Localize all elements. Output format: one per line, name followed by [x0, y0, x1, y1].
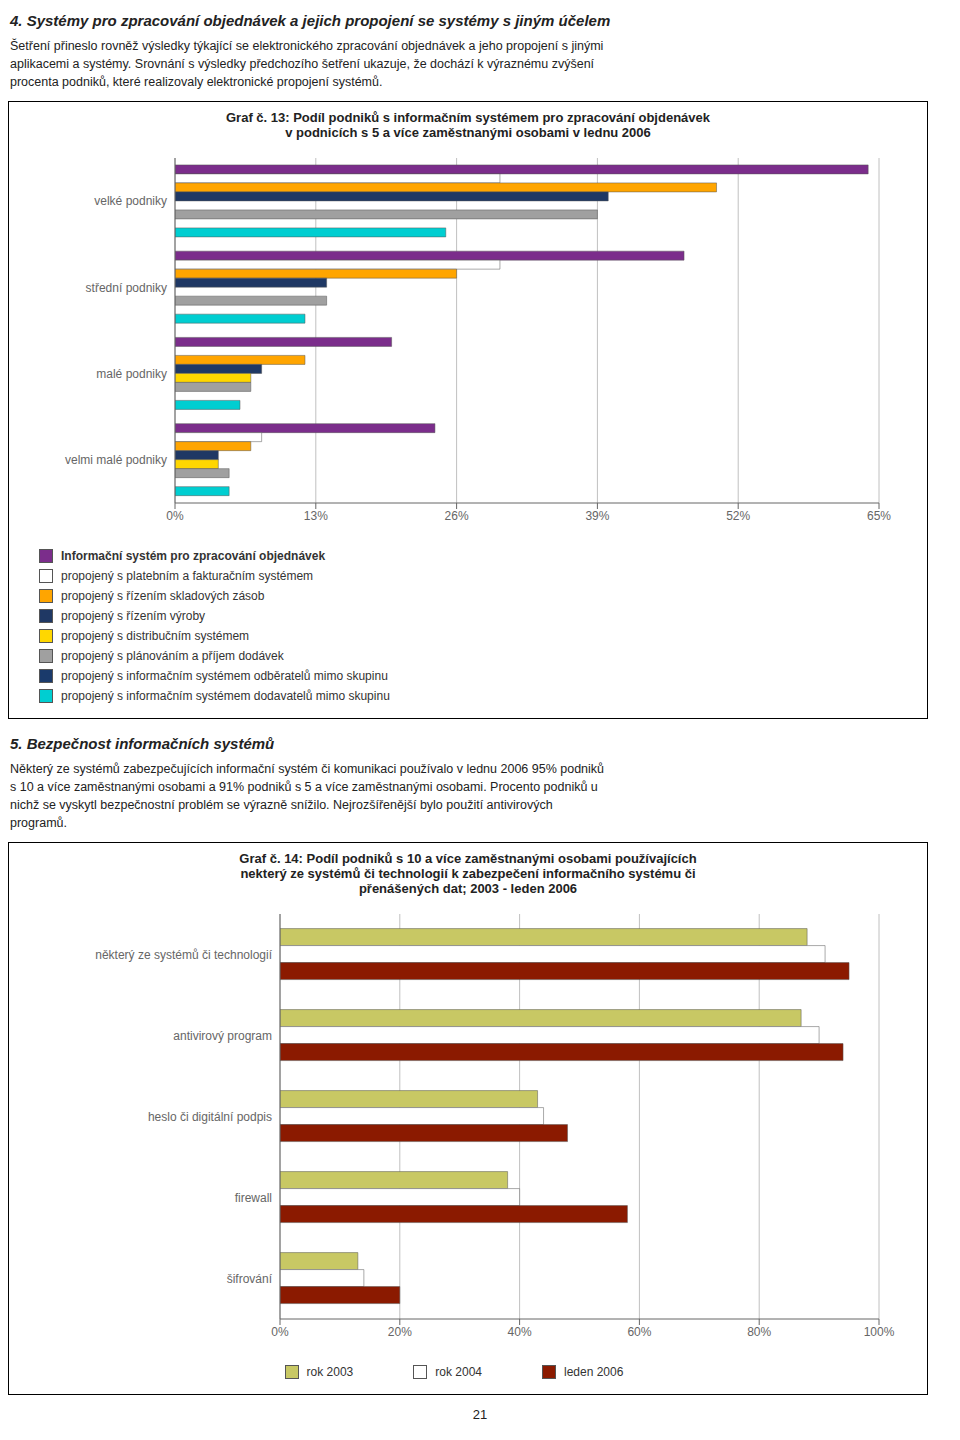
html-text:4. Systémy pro zpracování obje: 4. Systémy pro zpracování objednávek a j…: [10, 12, 611, 29]
html-text:Graf č. 14: Podíl podniků s 10: Graf č. 14: Podíl podniků s 10 a více za…: [239, 851, 697, 866]
html-text:přenášených dat; 2003 - leden: přenášených dat; 2003 - leden 2006: [358, 881, 578, 896]
html-text:nichž se vyskytl bezpečnostní: nichž se vyskytl bezpečnostní problém se…: [10, 798, 553, 812]
svg-text:100%: 100%: [864, 1325, 895, 1339]
html-text:nekterý ze systémů či technolo: nekterý ze systémů či technologií k zabe…: [240, 866, 696, 881]
html-text:procenta podniků, které realiz: procenta podniků, které realizovaly elek…: [10, 75, 383, 89]
svg-text:80%: 80%: [747, 1325, 771, 1339]
svg-text:malé podniky: malé podniky: [96, 367, 167, 381]
svg-text:13%: 13%: [304, 509, 328, 523]
html-text:Některý ze systémů zabezpečují: Některý ze systémů zabezpečujících infor…: [10, 762, 604, 776]
svg-text:20%: 20%: [388, 1325, 412, 1339]
svg-text:0%: 0%: [271, 1325, 289, 1339]
svg-text:40%: 40%: [508, 1325, 532, 1339]
html-text:s 10 a více zaměstnanými osoba: s 10 a více zaměstnanými osobami a 91% p…: [10, 780, 598, 794]
svg-text:39%: 39%: [585, 509, 609, 523]
html-text:propojený s plánováním a příje: propojený s plánováním a příjem dodávek: [61, 649, 284, 663]
html-text:programů.: programů.: [10, 816, 67, 830]
html-text:propojený s platebním a faktur: propojený s platebním a fakturačním syst…: [61, 569, 314, 583]
html-text:propojený s řízením skladových: propojený s řízením skladových zásob: [61, 589, 265, 603]
html-text:rok 2003: rok 2003: [306, 1365, 354, 1379]
html-text:rok 2004: rok 2004: [435, 1365, 482, 1379]
svg-text:velké podniky: velké podniky: [94, 194, 167, 208]
html-text:propojený s informačním systém: propojený s informačním systémem odběrat…: [61, 669, 388, 683]
svg-text:52%: 52%: [726, 509, 750, 523]
html-text:v podnicích s 5 a více zaměstn: v podnicích s 5 a více zaměstnanými osob…: [285, 125, 651, 140]
svg-text:střední podniky: střední podniky: [86, 281, 167, 295]
html-text:propojený s řízením výroby: propojený s řízením výroby: [61, 609, 206, 623]
svg-text:26%: 26%: [445, 509, 469, 523]
svg-text:heslo či digitální podpis: heslo či digitální podpis: [148, 1110, 272, 1124]
svg-text:60%: 60%: [627, 1325, 651, 1339]
html-text:propojený s informačním systém: propojený s informačním systémem dodavat…: [61, 689, 390, 703]
svg-text:šifrování: šifrování: [227, 1272, 273, 1286]
html-text:propojený s distribučním systé: propojený s distribučním systémem: [61, 629, 250, 643]
html-text:21: 21: [472, 1407, 488, 1422]
html-text:5. Bezpečnost informačních sys: 5. Bezpečnost informačních systémů: [10, 735, 275, 752]
svg-text:firewall: firewall: [235, 1191, 272, 1205]
html-text:Informační systém pro zpracová: Informační systém pro zpracování objedná…: [61, 549, 326, 563]
html-text:Šetření přineslo rovněž výsled: Šetření přineslo rovněž výsledky týkajíc…: [10, 39, 604, 53]
svg-text:velmi malé podniky: velmi malé podniky: [65, 453, 167, 467]
html-text:aplikacemi a systémy. Srovnání: aplikacemi a systémy. Srovnání s výsledk…: [10, 57, 595, 71]
html-text:Graf č. 13: Podíl podniků s in: Graf č. 13: Podíl podniků s informačním …: [226, 110, 710, 125]
svg-text:65%: 65%: [867, 509, 891, 523]
html-text:leden 2006: leden 2006: [564, 1365, 624, 1379]
svg-text:0%: 0%: [166, 509, 184, 523]
svg-text:některý ze systémů či technolo: některý ze systémů či technologií: [95, 948, 272, 962]
svg-text:antivirový program: antivirový program: [173, 1029, 272, 1043]
